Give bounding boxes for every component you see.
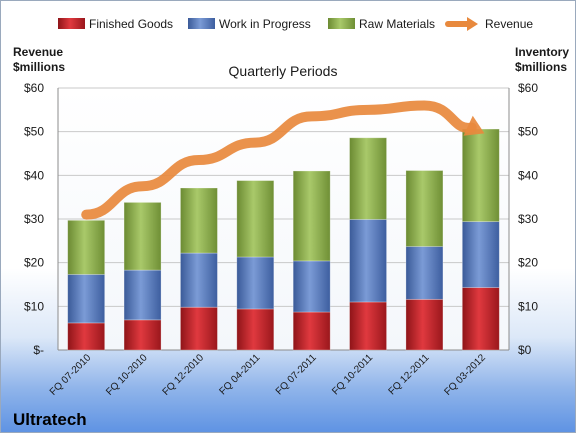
- bar-raw-materials: [292, 170, 331, 262]
- right-axis-title-line1: Inventory: [515, 45, 569, 59]
- bar-finished-goods: [67, 322, 106, 351]
- x-tick-label: FQ 10-2011: [330, 352, 375, 397]
- right-tick-label: $50: [518, 125, 538, 139]
- left-tick-label: $40: [24, 168, 44, 182]
- bar-work-in-progress: [67, 274, 106, 324]
- left-tick-label: $60: [24, 81, 44, 95]
- left-tick-label: $-: [33, 343, 44, 357]
- left-axis-title-line2: $millions: [13, 60, 65, 74]
- legend-swatch-work-in-progress: [188, 18, 215, 29]
- right-tick-label: $40: [518, 168, 538, 182]
- right-axis-title-line2: $millions: [515, 60, 567, 74]
- revenue-line-layer: [81, 100, 485, 220]
- x-tick-label: FQ 12-2011: [387, 352, 432, 397]
- left-tick-label: $10: [24, 299, 44, 313]
- x-tick-label: FQ 07-2010: [48, 352, 94, 398]
- left-axis-title-line1: Revenue: [13, 45, 63, 59]
- right-tick-label: $0: [518, 343, 532, 357]
- legend: Finished Goods Work in Progress Raw Mate…: [58, 17, 533, 31]
- bar-raw-materials: [236, 180, 275, 258]
- stacked-bars: [67, 128, 500, 351]
- x-tick-label: FQ 07-2011: [274, 352, 319, 397]
- x-tick-label: FQ 12-2010: [161, 352, 207, 398]
- bar-raw-materials: [405, 170, 444, 247]
- legend-label-raw-materials: Raw Materials: [359, 17, 435, 31]
- bar-finished-goods: [292, 311, 331, 351]
- legend-label-finished-goods: Finished Goods: [89, 17, 173, 31]
- bar-raw-materials: [349, 137, 387, 220]
- bar-work-in-progress: [461, 221, 500, 288]
- bar-finished-goods: [236, 308, 275, 351]
- chart-subtitle: Quarterly Periods: [229, 63, 338, 79]
- right-tick-label: $10: [518, 299, 538, 313]
- bar-finished-goods: [349, 301, 387, 351]
- bar-raw-materials: [67, 219, 106, 275]
- bar-work-in-progress: [236, 256, 275, 310]
- x-axis-labels: FQ 07-2010 FQ 10-2010 FQ 12-2010 FQ 04-2011…: [48, 352, 488, 398]
- bar-finished-goods: [405, 298, 444, 351]
- revenue-line: [81, 100, 477, 220]
- bar-raw-materials: [461, 128, 500, 223]
- company-name: Ultratech: [13, 410, 87, 429]
- bar-work-in-progress: [123, 269, 162, 321]
- legend-label-revenue: Revenue: [485, 17, 533, 31]
- bar-work-in-progress: [180, 252, 218, 308]
- legend-swatch-finished-goods: [58, 18, 85, 29]
- legend-label-work-in-progress: Work in Progress: [219, 17, 311, 31]
- left-tick-label: $50: [24, 125, 44, 139]
- bar-raw-materials: [180, 187, 218, 254]
- bar-work-in-progress: [349, 219, 387, 303]
- bar-finished-goods: [461, 287, 500, 351]
- left-tick-label: $30: [24, 212, 44, 226]
- x-tick-label: FQ 03-2012: [442, 352, 488, 398]
- left-tick-label: $20: [24, 256, 44, 270]
- right-tick-label: $30: [518, 212, 538, 226]
- right-axis-ticks: $0 $10 $20 $30 $40 $50 $60: [518, 81, 538, 357]
- x-tick-label: FQ 10-2010: [104, 352, 150, 398]
- legend-arrowhead-revenue: [467, 17, 478, 31]
- bar-raw-materials: [123, 202, 162, 271]
- bar-finished-goods: [123, 319, 162, 351]
- bar-work-in-progress: [292, 260, 331, 313]
- left-axis-ticks: $- $10 $20 $30 $40 $50 $60: [24, 81, 44, 357]
- right-tick-label: $20: [518, 256, 538, 270]
- right-tick-label: $60: [518, 81, 538, 95]
- x-tick-label: FQ 04-2011: [217, 352, 262, 397]
- revenue-arrowhead: [463, 115, 485, 136]
- legend-swatch-raw-materials: [328, 18, 355, 29]
- bar-finished-goods: [180, 306, 218, 351]
- bar-work-in-progress: [405, 246, 444, 300]
